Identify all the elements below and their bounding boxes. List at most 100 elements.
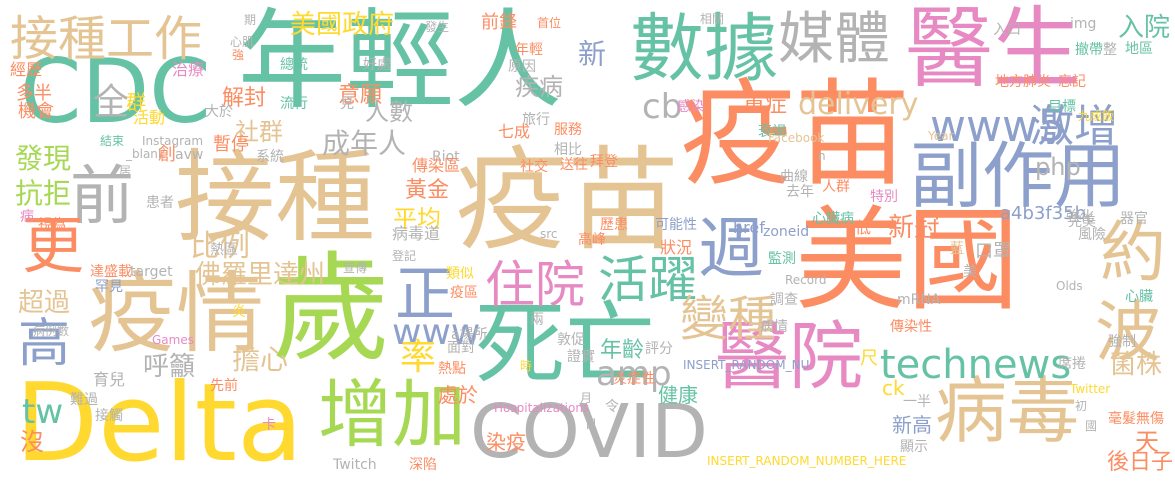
cloud-word: 疫苗 [680,68,911,202]
cloud-word: Year [928,129,954,143]
cloud-word: 暫停 [213,134,249,155]
cloud-word: 低 [855,218,872,237]
cloud-word: 首位 [537,16,562,30]
cloud-word: 期 [244,13,257,27]
cloud-word: 醫生 [905,0,1082,100]
cloud-word: 流行 [280,96,308,112]
cloud-word: Games [152,333,194,347]
cloud-word: 成年人 [322,127,407,160]
cloud-word: 病毒 [935,369,1080,453]
cloud-word: n [818,149,826,163]
cloud-word: 病毒道 [392,224,441,243]
cloud-word: Twitch [333,457,377,473]
cloud-word: 治療 [172,60,205,79]
cloud-word: 死亡 [475,292,655,397]
cloud-word: 初 [1075,399,1088,413]
cloud-word: 疫區 [450,285,478,301]
cloud-word: 高峰 [578,232,606,248]
cloud-word: 群 [126,90,146,114]
cloud-word: 創 [158,144,176,165]
cloud-word: 強 [232,48,245,62]
cloud-word: Riot [432,149,460,165]
cloud-word: 佛羅里達州 [195,260,326,290]
cloud-word: 抗拒 [15,177,72,210]
cloud-word: 美 [963,264,977,280]
cloud-word: 結束 [100,134,125,148]
cloud-word: 毫髮無傷 [1108,411,1164,427]
cloud-word: a4b3f35b [1000,203,1087,224]
cloud-word: ck [882,376,905,400]
cloud-word: 先前 [210,378,238,394]
cloud-word: 狀況 [660,238,693,257]
cloud-word: 藍 [950,241,964,257]
cloud-word: Instagram [142,134,204,148]
cloud-word: 罕見 [95,279,123,295]
cloud-word: 社群 [235,118,283,146]
cloud-word: 約 [1100,214,1166,291]
cloud-word: 更 [22,209,85,282]
cloud-word: 居 [119,164,132,178]
cloud-word: 器官 [1120,211,1148,227]
cloud-word: 風險 [1078,227,1106,243]
cloud-word: 新冠 [888,213,941,243]
cloud-word: 活動 [133,108,166,127]
cloud-word: 炎 [232,304,246,320]
cloud-word: 平均 [393,205,441,233]
cloud-word: 面對 [447,340,475,356]
cloud-word: 口罩 [975,241,1011,262]
cloud-word: 病例數 [33,324,70,338]
cloud-word: amp [596,354,672,394]
cloud-word: 大於 [205,104,233,120]
cloud-word: 比例 [190,229,250,264]
cloud-word: avw [175,147,204,163]
cloud-word: 總統 [280,57,308,73]
cloud-word: 接觸 [95,408,123,424]
cloud-word: 敦促 [557,332,585,348]
cloud-word: 撤帶 [1075,42,1103,58]
cloud-word: 病情 [760,319,788,335]
cloud-word: 傳染區 [412,156,461,175]
cloud-word: cb [642,87,683,127]
cloud-word: 心肌 [230,35,255,49]
cloud-word: 見 [340,96,354,112]
cloud-word: 黃金 [405,178,450,203]
cloud-word: INSERT_RANDOM_NUMBER_HERE [707,454,907,468]
cloud-word: target [130,264,173,280]
cloud-word: 發生 [425,20,450,34]
cloud-word: 接種 [175,139,375,256]
cloud-word: 歷患 [600,217,628,233]
cloud-word: 監測 [768,251,796,267]
cloud-word: 副作用 [910,134,1127,218]
cloud-word: 經歷 [10,60,43,79]
cloud-word: 時 [520,359,533,373]
cloud-word: 解封 [222,86,267,111]
cloud-word: 美國政府 [290,10,395,40]
cloud-word: 增加 [318,372,466,458]
cloud-word: 前 [70,160,134,234]
cloud-word: 顯示 [900,439,928,455]
cloud-word: 原因 [508,59,536,75]
cloud-word: 社交 [520,159,548,175]
cloud-word: 機會 [18,101,54,122]
cloud-word: 人數 [365,98,413,126]
cloud-word: 卡 [262,417,276,433]
cloud-word: 後日子 [1106,450,1173,475]
cloud-word: php [1035,153,1081,181]
cloud-word: 特別 [870,189,898,205]
cloud-word: 數據 [630,6,778,92]
cloud-word: 調查 [770,292,798,308]
cloud-word: 歲 [272,240,391,378]
cloud-word: 疫情 [88,262,265,365]
cloud-word: 變種 [680,291,777,347]
cloud-word: 意願 [338,83,383,108]
cloud-word: 忘記 [1058,74,1086,90]
cloud-word: 病 [20,209,34,225]
cloud-word: 強制 [1108,334,1136,350]
cloud-word: 衰竭 [758,124,786,140]
cloud-word: 擔心 [232,343,289,376]
cloud-word: 年齡 [600,338,645,363]
cloud-word: 感染 [677,99,705,115]
cloud-word: Delta [15,361,304,482]
cloud-word: 登記 [392,249,417,263]
cloud-word: 天 [1135,428,1159,456]
